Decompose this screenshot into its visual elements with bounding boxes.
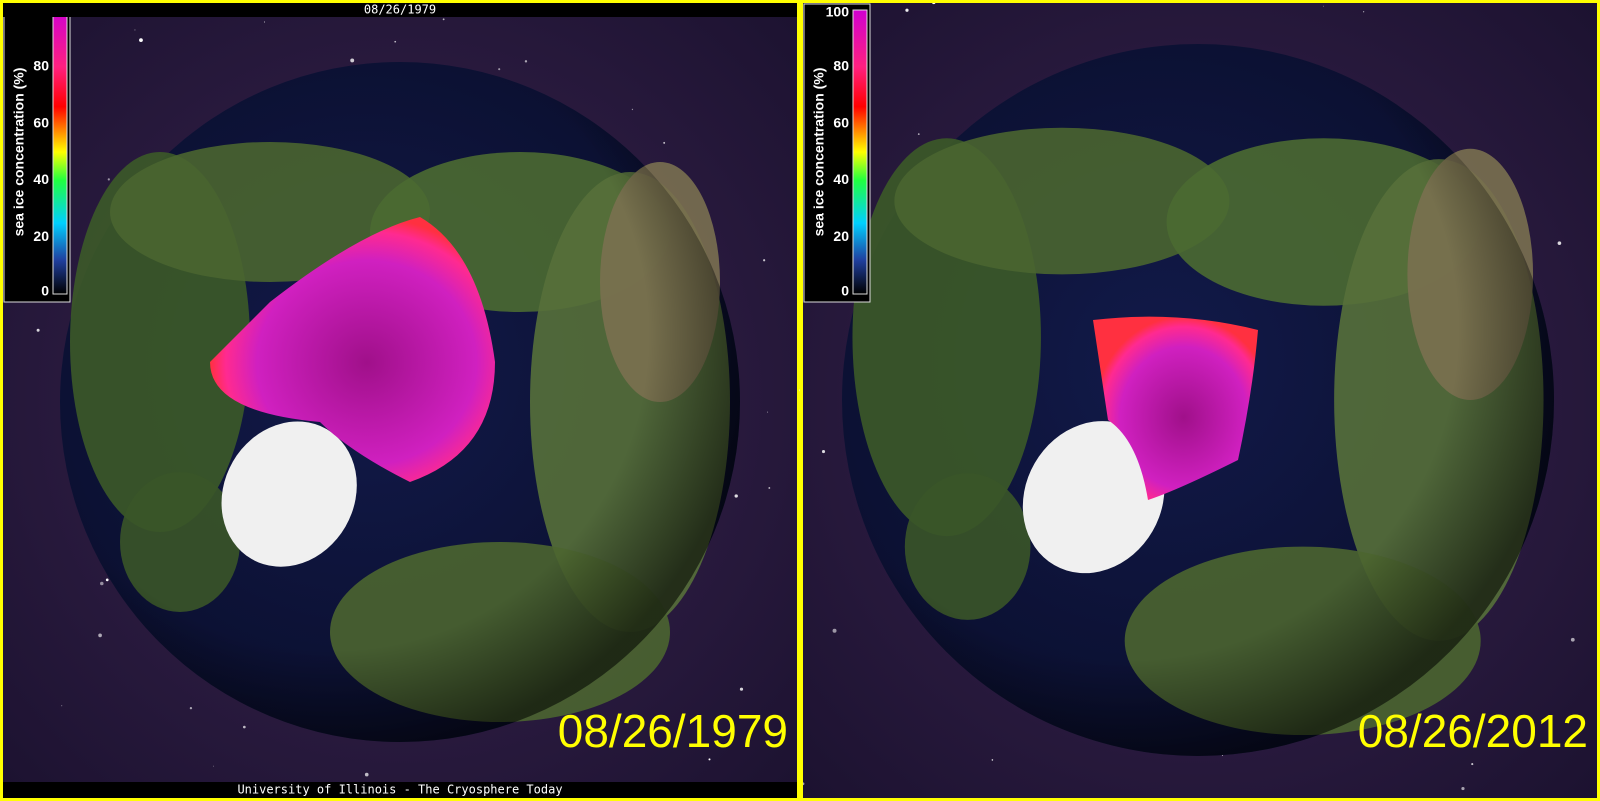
star (1570, 637, 1575, 642)
colorbar-tick-label: 0 (841, 283, 849, 299)
star (134, 29, 136, 31)
star (708, 758, 711, 761)
colorbar-tick-label: 20 (33, 228, 49, 244)
star (61, 705, 63, 707)
colorbar-tick-label: 60 (833, 114, 849, 130)
star (832, 628, 837, 633)
star (663, 141, 666, 144)
panel-border (800, 0, 1600, 801)
star (768, 487, 771, 489)
star (100, 581, 104, 586)
colorbar-tick-label: 80 (33, 58, 49, 74)
star (263, 21, 265, 23)
star (139, 38, 143, 43)
star (524, 60, 528, 63)
star (1573, 714, 1576, 717)
star (631, 108, 634, 111)
star (105, 578, 109, 582)
star (212, 765, 214, 767)
star (98, 633, 102, 638)
star (189, 707, 193, 710)
panel-border (0, 0, 800, 801)
star (498, 68, 501, 71)
panel: 0 20 40 60 80 100 sea ice concentration (%) 08/… (798, 0, 1600, 801)
top-strip (2, 2, 798, 17)
colorbar-tick-label: 100 (826, 4, 850, 20)
globe-shade (60, 62, 740, 742)
star (991, 759, 994, 761)
star (905, 8, 909, 12)
star (767, 411, 769, 413)
colorbar-gradient (852, 9, 868, 295)
colorbar-tick-label: 0 (41, 283, 49, 299)
star (734, 494, 738, 498)
colorbar-tick-label: 40 (33, 171, 49, 187)
star (1461, 786, 1465, 791)
colorbar-gradient (52, 9, 68, 295)
star (1323, 5, 1324, 7)
star (36, 328, 40, 332)
footer-strip (2, 782, 798, 799)
star (242, 725, 246, 729)
date-overlay: 08/26/1979 (558, 705, 788, 757)
star (739, 687, 744, 691)
star (442, 18, 445, 21)
footer-credit: University of Illinois - The Cryosphere … (237, 783, 562, 797)
colorbar-frame (803, 3, 871, 303)
colorbar-tick-label: 80 (833, 58, 849, 74)
top-date-label: 08/26/1979 (364, 3, 436, 17)
star (107, 178, 110, 181)
star (394, 40, 397, 43)
star (821, 450, 826, 454)
star (1557, 241, 1562, 245)
colorbar-tick-label: 40 (833, 171, 849, 187)
star (350, 58, 355, 63)
star (364, 772, 369, 777)
star (917, 133, 920, 135)
date-overlay: 08/26/2012 (1358, 705, 1588, 757)
colorbar-tick-label: 60 (33, 114, 49, 130)
colorbar-label: sea ice concentration (%) (811, 68, 827, 237)
star (1363, 11, 1365, 13)
globe-shade (842, 44, 1554, 756)
colorbar-tick-label: 20 (833, 228, 849, 244)
star (763, 259, 766, 262)
star (1471, 763, 1474, 766)
colorbar-label: sea ice concentration (%) (11, 68, 27, 237)
